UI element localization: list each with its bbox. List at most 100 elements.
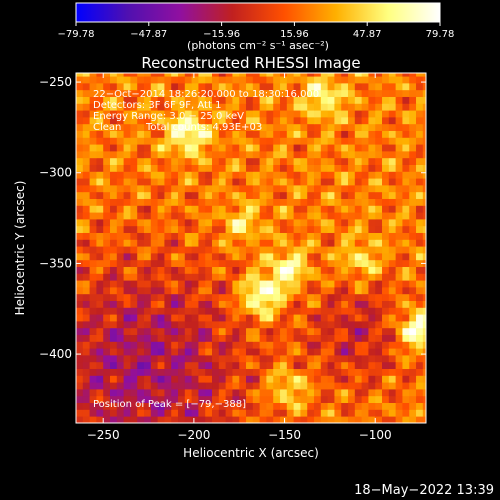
- heatmap-cell: [82, 73, 91, 77]
- heatmap-cell: [273, 409, 281, 417]
- heatmap-cell: [314, 341, 322, 349]
- heatmap-cell: [259, 116, 267, 125]
- heatmap-cell: [252, 320, 261, 329]
- heatmap-cell: [293, 402, 301, 410]
- heatmap-cell: [76, 327, 84, 335]
- heatmap-cell: [150, 82, 159, 91]
- heatmap-cell: [409, 246, 417, 254]
- heatmap-cell: [266, 348, 274, 356]
- heatmap-cell: [76, 293, 84, 301]
- heatmap-cell: [341, 96, 349, 104]
- heatmap-cell: [416, 150, 424, 159]
- heatmap-cell: [212, 110, 220, 118]
- heatmap-cell: [280, 314, 288, 322]
- heatmap-cell: [409, 157, 417, 165]
- heatmap-cell: [388, 293, 397, 301]
- heatmap-cell: [212, 73, 220, 77]
- heatmap-cell: [191, 252, 199, 261]
- heatmap-cell: [388, 137, 397, 145]
- heatmap-cell: [334, 205, 342, 213]
- heatmap-cell: [259, 232, 267, 240]
- heatmap-cell: [354, 239, 363, 247]
- heatmap-cell: [375, 273, 383, 281]
- heatmap-cell: [116, 191, 125, 199]
- heatmap-cell: [422, 164, 426, 172]
- heatmap-cell: [266, 266, 274, 274]
- heatmap-cell: [123, 116, 131, 125]
- heatmap-cell: [341, 395, 349, 403]
- heatmap-cell: [314, 402, 322, 410]
- heatmap-cell: [82, 368, 91, 376]
- heatmap-cell: [286, 320, 295, 329]
- heatmap-cell: [178, 375, 186, 383]
- heatmap-cell: [239, 409, 247, 417]
- heatmap-cell: [171, 239, 179, 247]
- heatmap-cell: [409, 218, 417, 227]
- heatmap-cell: [150, 402, 159, 410]
- heatmap-cell: [395, 375, 403, 383]
- heatmap-cell: [171, 205, 179, 213]
- heatmap-cell: [334, 123, 342, 131]
- heatmap-cell: [123, 314, 131, 322]
- heatmap-cell: [205, 375, 213, 383]
- heatmap-cell: [212, 225, 220, 233]
- heatmap-cell: [76, 137, 84, 145]
- heatmap-cell: [246, 395, 254, 403]
- heatmap-cell: [252, 96, 261, 104]
- heatmap-cell: [314, 212, 322, 220]
- heatmap-cell: [266, 171, 274, 179]
- heatmap-cell: [348, 409, 356, 417]
- heatmap-cell: [184, 341, 193, 349]
- heatmap-cell: [157, 314, 165, 322]
- heatmap-cell: [239, 334, 247, 342]
- heatmap-cell: [246, 171, 254, 179]
- heatmap-cell: [402, 307, 410, 315]
- heatmap-cell: [341, 218, 349, 227]
- heatmap-cell: [375, 314, 383, 322]
- heatmap-cell: [341, 205, 349, 213]
- heatmap-cell: [212, 361, 220, 369]
- heatmap-cell: [334, 402, 342, 410]
- heatmap-cell: [354, 232, 363, 240]
- heatmap-cell: [157, 320, 165, 329]
- heatmap-cell: [191, 300, 199, 308]
- heatmap-cell: [191, 212, 199, 220]
- heatmap-cell: [280, 348, 288, 356]
- heatmap-cell: [246, 286, 254, 295]
- heatmap-cell: [164, 73, 172, 77]
- heatmap-cell: [171, 110, 179, 118]
- heatmap-cell: [137, 130, 145, 138]
- heatmap-cell: [300, 382, 308, 390]
- heatmap-cell: [280, 300, 288, 308]
- heatmap-cell: [110, 212, 118, 220]
- heatmap-cell: [361, 395, 369, 403]
- heatmap-cell: [205, 382, 213, 390]
- heatmap-cell: [409, 409, 417, 417]
- heatmap-cell: [232, 232, 240, 240]
- heatmap-cell: [368, 368, 376, 376]
- heatmap-cell: [198, 246, 206, 254]
- heatmap-cell: [402, 327, 410, 335]
- heatmap-cell: [164, 82, 172, 91]
- heatmap-cell: [402, 198, 410, 206]
- heatmap-cell: [327, 76, 335, 84]
- heatmap-cell: [307, 171, 315, 179]
- heatmap-cell: [103, 266, 111, 274]
- heatmap-cell: [259, 178, 267, 186]
- heatmap-cell: [395, 368, 403, 376]
- heatmap-cell: [409, 293, 417, 301]
- heatmap-cell: [416, 73, 424, 77]
- heatmap-cell: [361, 96, 369, 104]
- heatmap-cell: [110, 334, 118, 342]
- heatmap-cell: [89, 409, 97, 417]
- heatmap-cell: [354, 198, 363, 206]
- heatmap-cell: [395, 116, 403, 125]
- heatmap-cell: [382, 246, 390, 254]
- heatmap-cell: [239, 178, 247, 186]
- heatmap-cell: [232, 402, 240, 410]
- heatmap-cell: [144, 273, 152, 281]
- heatmap-cell: [273, 218, 281, 227]
- heatmap-cell: [395, 286, 403, 295]
- heatmap-cell: [300, 280, 308, 288]
- heatmap-cell: [150, 116, 159, 125]
